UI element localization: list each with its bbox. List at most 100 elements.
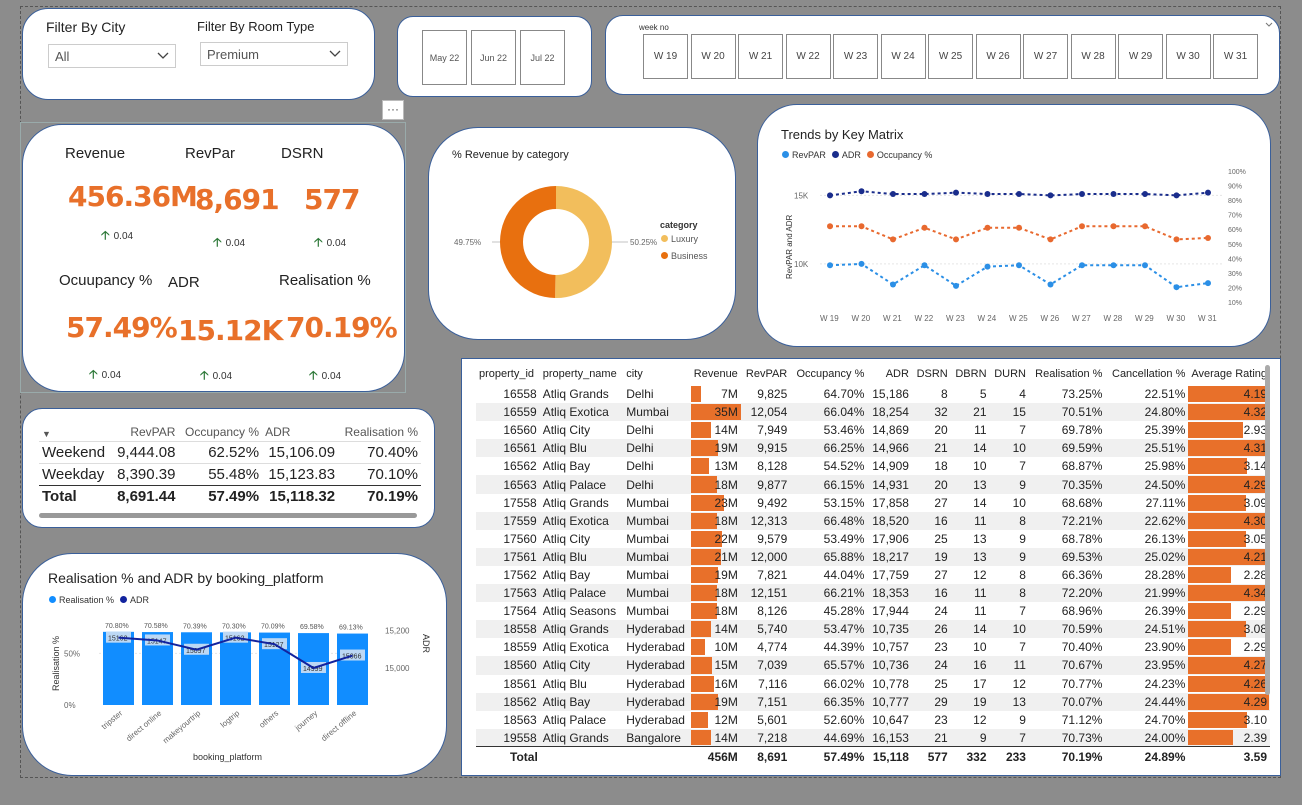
col-header[interactable]: ADR: [885, 368, 909, 380]
horizontal-scrollbar[interactable]: [39, 513, 417, 518]
x-tick-label: direct online: [124, 708, 163, 743]
legend-item-luxury: Luxury: [661, 234, 698, 244]
cell-adr: 18,254: [867, 403, 912, 422]
cell-real: 68.96%: [1061, 604, 1103, 619]
col-header[interactable]: RevPAR: [130, 425, 176, 439]
cell-revenue: 19M: [690, 566, 741, 584]
col-header[interactable]: DSRN: [916, 368, 948, 380]
week-tile[interactable]: W 31: [1213, 34, 1258, 79]
cell-dsrn: 16: [911, 584, 951, 603]
kpi-revenue-value: 456.36M: [68, 180, 198, 213]
week-tile[interactable]: W 20: [690, 34, 736, 79]
y-tick-label: 0%: [64, 701, 76, 710]
col-header[interactable]: DBRN: [955, 368, 987, 380]
cell-revpar: 12,054: [740, 403, 791, 422]
col-header[interactable]: Realisation %: [344, 425, 418, 439]
cell-dsrn: 16: [911, 511, 951, 530]
cell-occ: 65.88%: [790, 547, 868, 566]
week-tile[interactable]: W 27: [1023, 34, 1068, 79]
week-slicer: week no W 19 W 20 W 21 W 22 W 23 W 24 W 25 W 26…: [605, 15, 1280, 95]
week-tile[interactable]: W 26: [975, 34, 1021, 79]
vertical-scrollbar[interactable]: [1265, 365, 1270, 695]
week-tile[interactable]: W 19: [643, 34, 688, 79]
cell-durn: 9: [1019, 712, 1026, 727]
y2-tick-label: 50%: [1228, 242, 1242, 249]
trends-legend: RevPAR ADR Occupancy %: [782, 150, 932, 160]
sort-icon[interactable]: ▼: [42, 429, 51, 439]
week-tile[interactable]: W 23: [833, 34, 878, 79]
cell-name: Atliq Palace: [542, 712, 607, 727]
cell-real: 70.77%: [1061, 676, 1103, 691]
cell-canc: 24.00%: [1105, 728, 1189, 747]
col-header[interactable]: Occupancy %: [796, 368, 865, 380]
week-tile[interactable]: W 28: [1070, 34, 1116, 79]
col-header[interactable]: Realisation %: [1035, 368, 1103, 380]
col-header[interactable]: RevPAR: [745, 368, 788, 380]
col-header[interactable]: ADR: [265, 425, 291, 439]
week-tile[interactable]: W 21: [738, 34, 783, 79]
cell-id: 16558: [503, 387, 537, 402]
col-header[interactable]: property_id: [479, 368, 535, 380]
more-options-icon[interactable]: ···: [382, 100, 404, 120]
cell-canc: 25.51%: [1105, 439, 1189, 458]
col-header[interactable]: Cancellation %: [1112, 368, 1186, 380]
week-tile[interactable]: W 25: [928, 34, 973, 79]
col-header[interactable]: property_name: [542, 368, 617, 380]
filter-city-label: Filter By City: [46, 19, 126, 35]
revenue-bar: [690, 530, 723, 547]
cell-real: 70.40%: [1061, 640, 1103, 655]
cell-city: Delhi: [623, 475, 691, 494]
revenue-bar: [690, 386, 701, 403]
col-header[interactable]: city: [626, 368, 643, 380]
col-header[interactable]: Occupancy %: [185, 425, 260, 439]
kpi-selection-frame: [20, 122, 406, 393]
kpi-card: Revenue 456.36M 🡡 0.04 RevPar 8,691 🡡 0.04…: [22, 124, 405, 392]
adr-data-label: 15066: [342, 654, 362, 661]
cell-durn: 7: [1019, 423, 1026, 438]
col-header[interactable]: DURN: [994, 368, 1026, 380]
cell-rating: 4.19: [1188, 385, 1270, 403]
cell-canc: 24.44%: [1105, 692, 1189, 711]
cell-dsrn: 23: [934, 712, 948, 727]
data-point: [1142, 223, 1148, 230]
month-tile[interactable]: Jul 22: [520, 30, 565, 85]
y2-axis-title: ADR: [421, 634, 431, 654]
cell-revpar: 12,313: [740, 511, 791, 530]
data-point: [921, 191, 928, 198]
cell-durn: 9: [989, 547, 1029, 566]
week-tile[interactable]: W 24: [880, 34, 926, 79]
month-tile[interactable]: Jun 22: [471, 30, 516, 85]
y2-tick-label: 30%: [1228, 271, 1242, 278]
data-point: [1047, 236, 1054, 243]
kpi-revpar-delta: 🡡 0.04: [213, 233, 245, 254]
cell-revenue: 16M: [690, 675, 741, 693]
week-tile[interactable]: W 30: [1165, 34, 1211, 79]
cell-occ: 44.04%: [823, 567, 865, 582]
y-axis-title: Realisation %: [51, 636, 61, 691]
revenue-bar: [690, 458, 710, 475]
col-header[interactable]: Revenue: [693, 368, 738, 380]
chevron-down-icon[interactable]: [1265, 22, 1273, 28]
revenue-bar: [690, 693, 718, 710]
city-dropdown[interactable]: All: [48, 44, 176, 68]
rating-bar: [1188, 585, 1270, 602]
cell-revpar: 7,039: [740, 656, 791, 675]
week-tile[interactable]: W 29: [1118, 34, 1163, 79]
kpi-adr-title: ADR: [168, 274, 200, 291]
cell-id: 17561: [476, 547, 540, 566]
cell-name: Atliq Bay: [539, 692, 624, 711]
col-header[interactable]: Average Rating: [1191, 368, 1267, 380]
legend-marker: [49, 596, 56, 603]
data-label: 70.09%: [261, 624, 285, 631]
cell-canc: 28.28%: [1144, 567, 1186, 582]
month-tile[interactable]: May 22: [422, 30, 467, 85]
room-type-dropdown[interactable]: Premium: [200, 42, 348, 66]
kpi-adr-delta: 🡡 0.04: [200, 366, 232, 387]
data-point: [1079, 191, 1085, 198]
y-axis-title: RevPAR and ADR: [785, 214, 794, 279]
cell-dbrn: 12: [973, 712, 987, 727]
cell-name: Atliq City: [542, 423, 591, 438]
week-tile[interactable]: W 22: [785, 34, 831, 79]
table-row: 16561 Atliq Blu Delhi 19M 9,915 66.25% 14,966 2…: [476, 439, 1270, 458]
total-cell: Total: [476, 746, 691, 767]
